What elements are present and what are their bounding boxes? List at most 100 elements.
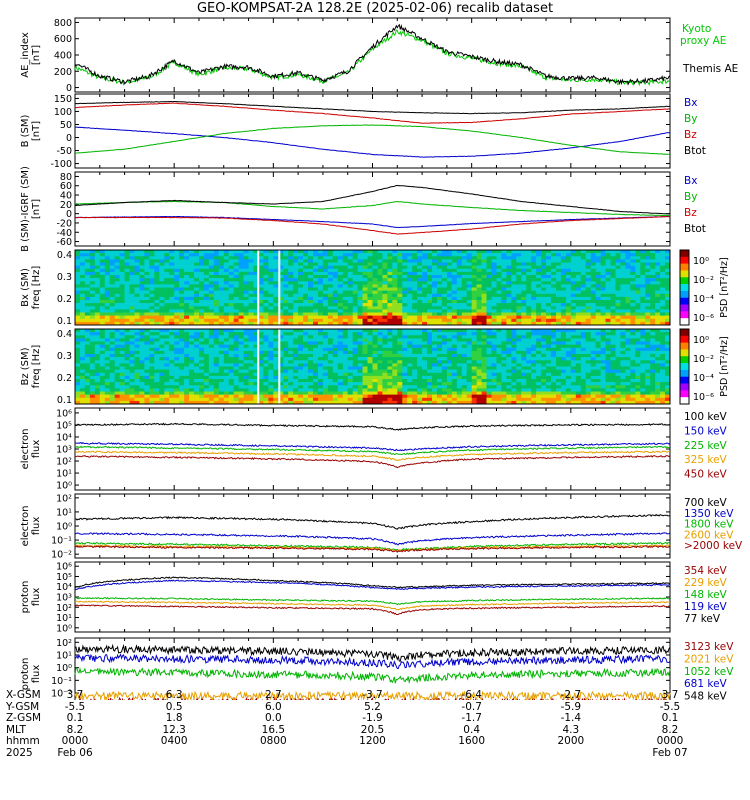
psd-cell <box>541 312 547 316</box>
psd-cell <box>427 382 433 386</box>
psd-cell <box>243 329 249 333</box>
psd-cell <box>154 253 160 257</box>
psd-cell <box>352 329 358 333</box>
psd-cell <box>377 303 383 307</box>
psd-cell <box>501 265 507 269</box>
psd-cell <box>546 271 552 276</box>
psd-cell <box>263 388 269 392</box>
psd-cell <box>238 335 244 339</box>
psd-cell <box>387 332 393 336</box>
psd-cell <box>451 296 458 301</box>
psd-cell <box>144 388 150 392</box>
psd-cell <box>347 300 353 304</box>
psd-cell <box>347 394 353 398</box>
psd-cell <box>189 350 195 355</box>
psd-cell <box>248 312 254 316</box>
psd-cell <box>114 341 120 345</box>
psd-cell <box>402 366 408 370</box>
psd-cell <box>194 268 200 273</box>
psd-cell <box>263 350 269 355</box>
psd-cell <box>645 271 651 276</box>
psd-cell <box>580 300 587 304</box>
psd-cell <box>258 350 264 355</box>
psd-cell <box>283 400 289 405</box>
psd-cell <box>560 271 567 276</box>
psd-cell <box>412 284 418 288</box>
psd-cell <box>332 388 339 392</box>
psd-cell <box>164 350 170 355</box>
psd-cell <box>367 278 373 282</box>
psd-cell <box>248 391 254 395</box>
psd-cell <box>124 321 130 326</box>
psd-cell <box>486 315 492 319</box>
psd-cell <box>124 271 130 276</box>
psd-cell <box>80 312 86 316</box>
psd-cell <box>303 265 309 269</box>
psd-cell <box>417 303 423 307</box>
psd-cell <box>134 344 140 348</box>
psd-cell <box>164 372 170 377</box>
psd-cell <box>179 338 185 342</box>
psd-cell <box>318 256 324 260</box>
psd-cell <box>119 338 125 342</box>
psd-cell <box>620 309 626 313</box>
psd-cell <box>80 344 86 348</box>
psd-cell <box>283 300 289 304</box>
psd-cell <box>288 253 294 257</box>
psd-cell <box>109 293 115 298</box>
psd-cell <box>546 315 552 319</box>
psd-cell <box>164 360 170 364</box>
psd-cell <box>104 394 111 398</box>
psd-cell <box>248 388 254 392</box>
psd-cell <box>630 287 636 291</box>
psd-cell <box>441 278 448 282</box>
psd-cell <box>501 315 507 319</box>
psd-cell <box>303 366 309 370</box>
psd-cell <box>89 271 96 276</box>
psd-cell <box>203 312 210 316</box>
psd-cell <box>114 338 120 342</box>
psd-cell <box>174 256 180 260</box>
psd-cell <box>541 287 547 291</box>
psd-cell <box>407 318 413 323</box>
colorbar-swatch <box>680 270 689 278</box>
psd-cell <box>417 265 423 269</box>
psd-cell <box>546 296 552 301</box>
psd-cell <box>417 382 423 386</box>
psd-cell <box>645 256 651 260</box>
psd-cell <box>94 363 101 367</box>
psd-cell <box>169 262 175 266</box>
psd-cell <box>303 354 309 358</box>
psd-cell <box>273 275 279 279</box>
psd-cell <box>407 296 413 301</box>
psd-cell <box>337 268 344 273</box>
psd-cell <box>362 250 368 254</box>
psd-cell <box>531 253 537 257</box>
psd-cell <box>179 296 185 301</box>
psd-cell <box>298 303 304 307</box>
psd-cell <box>357 278 363 282</box>
psd-cell <box>124 357 130 361</box>
psd-cell <box>298 375 304 380</box>
psd-cell <box>75 262 81 266</box>
psd-cell <box>89 278 96 282</box>
psd-cell <box>228 321 234 326</box>
psd-cell <box>203 271 210 276</box>
psd-cell <box>318 312 324 316</box>
psd-cell <box>293 281 299 285</box>
psd-cell <box>456 296 463 301</box>
psd-cell <box>377 281 383 285</box>
psd-cell <box>615 300 621 304</box>
psd-cell <box>526 271 532 276</box>
psd-cell <box>541 253 547 257</box>
psd-cell <box>89 366 96 370</box>
psd-cell <box>139 341 145 345</box>
psd-cell <box>288 379 294 383</box>
psd-cell <box>283 287 289 291</box>
psd-cell <box>213 400 220 405</box>
psd-cell <box>139 357 145 361</box>
psd-cell <box>80 335 86 339</box>
psd-cell <box>169 391 175 395</box>
psd-cell <box>432 315 438 319</box>
psd-cell <box>471 259 477 263</box>
